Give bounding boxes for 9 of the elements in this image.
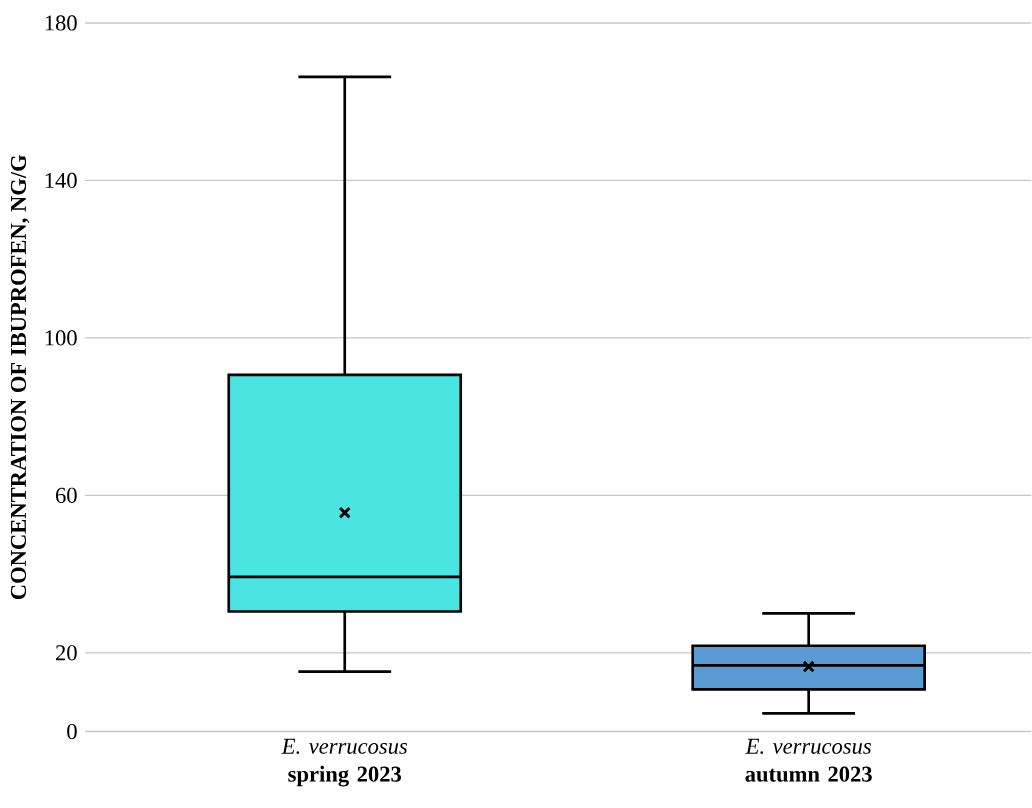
y-tick-label: 20 <box>56 644 77 661</box>
x-tick-label: E. verrucosus spring 2023 <box>281 738 408 787</box>
y-axis-title: CONCENTRATION OF IBUPROFEN, NG/G <box>10 154 30 599</box>
y-tick-label: 100 <box>45 330 77 346</box>
y-tick-label: 140 <box>45 172 77 188</box>
y-tick-label: 60 <box>56 487 77 503</box>
x-tick-label: E. verrucosus autumn 2023 <box>745 738 872 782</box>
y-tick-label: 0 <box>67 723 77 739</box>
y-tick-label: 180 <box>45 15 77 31</box>
